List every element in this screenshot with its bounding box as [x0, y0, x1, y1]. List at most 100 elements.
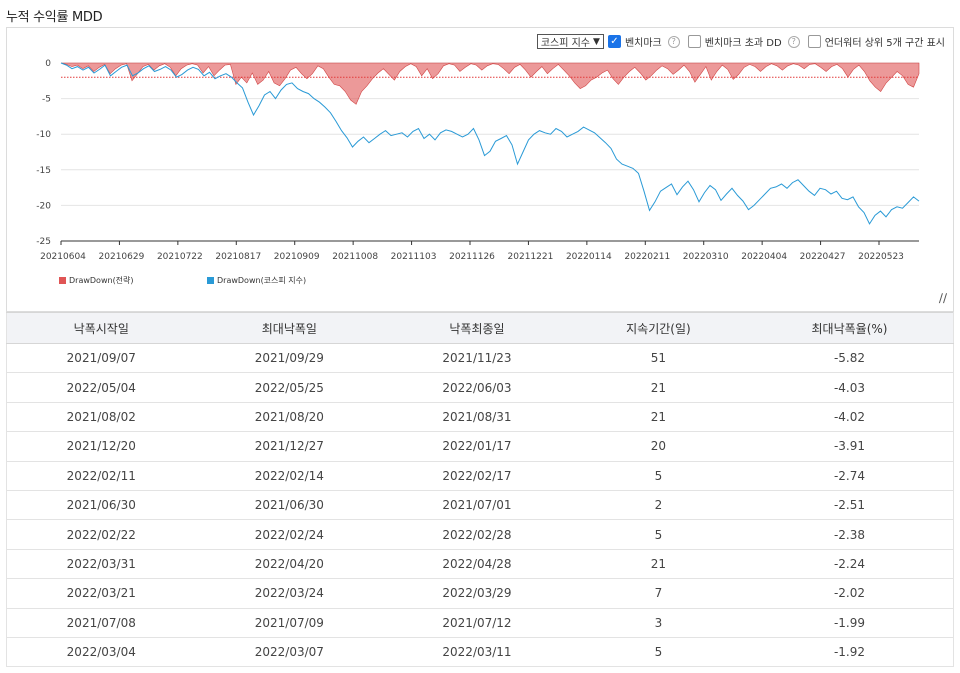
table-cell: 2022/04/20 — [195, 549, 384, 580]
table-row: 2021/06/30 2021/06/30 2021/07/01 2 -2.51 — [5, 490, 955, 521]
column-header[interactable]: 지속기간(일) — [570, 312, 747, 344]
x-tick-label: 20220523 — [858, 252, 904, 262]
x-tick-label: 20211126 — [449, 252, 495, 262]
x-tick-label: 20220211 — [624, 252, 670, 262]
x-tick-label: 20220310 — [683, 252, 729, 262]
y-tick-label: -25 — [36, 237, 51, 247]
x-tick-label: 20211221 — [508, 252, 554, 262]
x-tick-label: 20211103 — [391, 252, 437, 262]
table-cell: 2021/08/02 — [5, 402, 196, 433]
x-tick-label: 20220114 — [566, 252, 612, 262]
legend-item-strategy: DrawDown(전략) — [59, 275, 134, 286]
x-tick-label: 20210909 — [274, 252, 320, 262]
table-cell: 2 — [570, 490, 747, 521]
table-row: 2021/07/08 2021/07/09 2021/07/12 3 -1.99 — [5, 608, 955, 638]
table-cell: 2021/07/01 — [383, 490, 571, 521]
table-cell: 5 — [570, 637, 747, 668]
legend-label: DrawDown(전략) — [69, 276, 134, 285]
table-cell: 2022/02/24 — [195, 519, 384, 550]
table-cell: -1.92 — [746, 637, 955, 668]
table-cell: 2022/06/03 — [383, 372, 571, 403]
table-cell: 2022/03/07 — [195, 637, 384, 668]
x-tick-label: 20210817 — [215, 252, 261, 262]
y-tick-label: -15 — [36, 166, 51, 176]
table-cell: -2.74 — [746, 461, 955, 491]
drawdown-table: 낙폭시작일 최대낙폭일 낙폭최종일 지속기간(일) 최대낙폭율(%) 2021/… — [5, 312, 955, 668]
legend-item-benchmark: DrawDown(코스피 지수) — [207, 275, 306, 286]
table-row: 2021/08/02 2021/08/20 2021/08/31 21 -4.02 — [5, 402, 955, 433]
table-row: 2021/09/07 2021/09/29 2021/11/23 51 -5.82 — [5, 343, 955, 374]
benchmark-checkbox[interactable]: ✓ — [607, 35, 621, 48]
table-row: 2022/02/11 2022/02/14 2022/02/17 5 -2.74 — [5, 461, 955, 491]
table-cell: 2021/11/23 — [383, 343, 571, 374]
table-cell: -2.51 — [746, 490, 955, 521]
table-header-row: 낙폭시작일 최대낙폭일 낙폭최종일 지속기간(일) 최대낙폭율(%) — [5, 312, 955, 344]
table-cell: 2022/02/17 — [383, 461, 571, 491]
excess-dd-label: 벤치마크 초과 DD — [704, 38, 782, 49]
table-cell: 21 — [570, 549, 747, 580]
table-cell: 5 — [570, 519, 747, 550]
table-cell: 2021/07/08 — [5, 608, 196, 638]
table-cell: 2022/03/04 — [5, 637, 196, 668]
chevron-down-icon: ▼ — [593, 36, 600, 47]
excess-dd-checkbox[interactable] — [687, 35, 701, 48]
column-header[interactable]: 최대낙폭율(%) — [746, 312, 955, 344]
table-cell: 5 — [570, 461, 747, 491]
table-cell: 2022/05/25 — [195, 372, 384, 403]
table-cell: -3.91 — [746, 431, 955, 462]
help-icon[interactable]: ? — [667, 35, 680, 48]
table-cell: 2022/03/11 — [383, 637, 571, 668]
table-cell: -4.02 — [746, 402, 955, 433]
x-tick-label: 20220427 — [800, 252, 846, 262]
section-title: 누적 수익률 MDD — [6, 10, 103, 25]
legend-label: DrawDown(코스피 지수) — [217, 276, 307, 285]
strategy-drawdown-area — [60, 62, 920, 105]
y-tick-label: -5 — [42, 95, 51, 105]
chart-controls: 코스피 지수 ▼ ✓ 벤치마크 ? 벤치마크 초과 DD ? 언더워터 상위 5… — [536, 34, 947, 49]
table-cell: 2021/09/07 — [5, 343, 196, 374]
table-cell: 2022/01/17 — [383, 431, 571, 462]
legend-swatch — [59, 277, 66, 284]
table-cell: -2.02 — [746, 578, 955, 609]
table-cell: 2022/02/22 — [5, 519, 196, 550]
benchmark-select-value: 코스피 지수 — [540, 38, 591, 49]
x-tick-label: 20210722 — [157, 252, 203, 262]
table-cell: 2021/06/30 — [195, 490, 384, 521]
table-cell: 2022/03/24 — [195, 578, 384, 609]
table-cell: 3 — [570, 608, 747, 638]
table-cell: 2022/03/29 — [383, 578, 571, 609]
table-cell: -4.03 — [746, 372, 955, 403]
table-cell: -2.24 — [746, 549, 955, 580]
column-header[interactable]: 낙폭최종일 — [383, 312, 571, 344]
help-icon[interactable]: ? — [787, 35, 800, 48]
table-cell: 20 — [570, 431, 747, 462]
table-cell: 2021/12/20 — [5, 431, 196, 462]
table-cell: 2021/09/29 — [195, 343, 384, 374]
underwater-label: 언더워터 상위 5개 구간 표시 — [824, 38, 945, 49]
x-tick-label: 20210629 — [99, 252, 145, 262]
column-header[interactable]: 최대낙폭일 — [195, 312, 384, 344]
table-row: 2022/03/04 2022/03/07 2022/03/11 5 -1.92 — [5, 637, 955, 668]
column-header[interactable]: 낙폭시작일 — [5, 312, 196, 344]
legend-swatch — [207, 277, 214, 284]
benchmark-drawdown-line — [60, 62, 920, 225]
y-tick-label: 0 — [45, 59, 51, 69]
table-cell: -5.82 — [746, 343, 955, 374]
table-cell: 2022/05/04 — [5, 372, 196, 403]
table-cell: 2021/08/20 — [195, 402, 384, 433]
table-cell: 2021/06/30 — [5, 490, 196, 521]
table-cell: 51 — [570, 343, 747, 374]
x-tick-label: 20220404 — [741, 252, 787, 262]
table-cell: 2021/07/09 — [195, 608, 384, 638]
y-tick-label: -10 — [36, 130, 51, 140]
table-cell: 2021/12/27 — [195, 431, 384, 462]
table-cell: 2022/04/28 — [383, 549, 571, 580]
table-cell: 21 — [570, 402, 747, 433]
underwater-checkbox[interactable] — [807, 35, 821, 48]
table-cell: 2021/07/12 — [383, 608, 571, 638]
x-tick-label: 20211008 — [332, 252, 378, 262]
drawdown-chart: 0 -5 -10 -15 -20 -25 20210604 20210629 20210722 2… — [36, 59, 920, 262]
resize-handle-icon[interactable]: ∕∕ — [938, 291, 947, 305]
benchmark-select[interactable]: 코스피 지수 ▼ — [536, 34, 604, 49]
table-cell: 2022/03/31 — [5, 549, 196, 580]
